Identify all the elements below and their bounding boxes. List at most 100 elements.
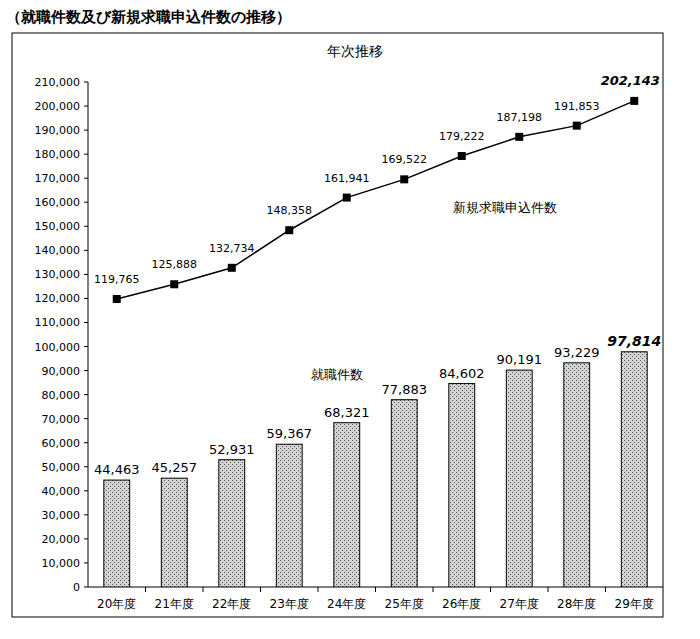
chart: （就職件数及び新規求職申込件数の推移） 年次推移 0 10,000 20,000 30,0…	[0, 0, 700, 639]
marker	[400, 175, 408, 183]
marker	[170, 280, 178, 288]
y-tick-label: 70,000	[42, 413, 81, 426]
y-tick-label: 40,000	[42, 485, 81, 498]
y-tick-label: 150,000	[35, 220, 81, 233]
marker	[630, 97, 638, 105]
data-label: 68,321	[324, 405, 370, 420]
x-separator	[433, 587, 434, 592]
y-tick	[84, 538, 88, 539]
marker	[458, 152, 466, 160]
marker	[573, 122, 581, 130]
marker	[515, 133, 523, 141]
y-tick	[84, 154, 88, 155]
data-label: 169,522	[382, 153, 428, 166]
bar	[276, 444, 302, 587]
x-tick-label: 27年度	[500, 597, 539, 611]
data-label: 97,814	[607, 333, 661, 349]
bar	[449, 384, 475, 587]
y-tick	[84, 226, 88, 227]
data-label: 93,229	[554, 345, 600, 360]
y-tick	[84, 298, 88, 299]
x-tick-label: 23年度	[270, 597, 309, 611]
y-tick-label: 210,000	[35, 76, 81, 89]
x-tick-label: 25年度	[385, 597, 424, 611]
bar	[621, 352, 647, 587]
y-tick	[84, 490, 88, 491]
x-tick-label: 29年度	[615, 597, 654, 611]
y-tick-label: 30,000	[42, 509, 81, 522]
data-label: 84,602	[439, 366, 485, 381]
y-tick-label: 190,000	[35, 124, 81, 137]
y-axis	[88, 82, 89, 587]
y-tick-label: 140,000	[35, 244, 81, 257]
marker	[343, 194, 351, 202]
y-tick	[84, 274, 88, 275]
bar	[334, 423, 360, 587]
y-tick-label: 0	[73, 581, 80, 594]
y-tick-label: 170,000	[35, 172, 81, 185]
y-tick	[84, 514, 88, 515]
x-tick-label: 26年度	[442, 597, 481, 611]
x-separator	[548, 587, 549, 592]
y-tick-label: 100,000	[35, 341, 81, 354]
data-label: 59,367	[267, 426, 313, 441]
y-tick-label: 60,000	[42, 437, 81, 450]
bar	[564, 363, 590, 587]
marker	[113, 295, 121, 303]
data-label: 202,143	[601, 73, 660, 88]
y-tick	[84, 322, 88, 323]
y-tick-label: 50,000	[42, 461, 81, 474]
y-tick	[84, 106, 88, 107]
x-separator	[375, 587, 376, 592]
bar	[104, 480, 130, 587]
bar	[391, 400, 417, 587]
data-label: 119,765	[94, 273, 140, 286]
data-label: 187,198	[497, 111, 543, 124]
y-tick-label: 10,000	[42, 557, 81, 570]
chart-root: （就職件数及び新規求職申込件数の推移） 年次推移 0 10,000 20,000 30,0…	[0, 0, 700, 639]
line	[117, 101, 635, 299]
y-tick	[84, 587, 88, 588]
data-label: 179,222	[439, 130, 485, 143]
y-tick-label: 160,000	[35, 196, 81, 209]
marker	[285, 226, 293, 234]
x-separator	[145, 587, 146, 592]
x-tick-label: 24年度	[327, 597, 366, 611]
data-label: 90,191	[497, 352, 543, 367]
y-tick	[84, 130, 88, 131]
y-tick-label: 120,000	[35, 292, 81, 305]
y-tick-label: 80,000	[42, 389, 81, 402]
data-label: 148,358	[267, 204, 313, 217]
x-separator	[260, 587, 261, 592]
y-tick-label: 20,000	[42, 533, 81, 546]
marker	[228, 264, 236, 272]
y-tick-label: 180,000	[35, 148, 81, 161]
data-label: 191,853	[554, 100, 600, 113]
y-tick	[84, 370, 88, 371]
data-labels: 44,46345,25752,93159,36768,32177,88384,6…	[94, 73, 661, 477]
y-tick	[84, 394, 88, 395]
x-tick-label: 20年度	[97, 597, 136, 611]
x-separator	[203, 587, 204, 592]
subtitle: 年次推移	[327, 43, 383, 59]
frame	[12, 33, 663, 617]
y-tick	[84, 202, 88, 203]
x-tick-label: 28年度	[557, 597, 596, 611]
data-label: 125,888	[152, 258, 198, 271]
y-tick	[84, 346, 88, 347]
data-label: 132,734	[209, 242, 255, 255]
title: （就職件数及び新規求職申込件数の推移）	[6, 8, 291, 26]
y-tick	[84, 442, 88, 443]
y-tick	[84, 250, 88, 251]
y-tick	[84, 562, 88, 563]
x-tick-label: 21年度	[155, 597, 194, 611]
series-label: 就職件数	[311, 367, 363, 382]
y-tick	[84, 82, 88, 83]
series-label: 新規求職申込件数	[453, 200, 557, 215]
y-tick	[84, 178, 88, 179]
y-tick	[84, 466, 88, 467]
bar	[219, 460, 245, 587]
data-label: 77,883	[382, 382, 428, 397]
x-separator	[605, 587, 606, 592]
y-tick	[84, 418, 88, 419]
